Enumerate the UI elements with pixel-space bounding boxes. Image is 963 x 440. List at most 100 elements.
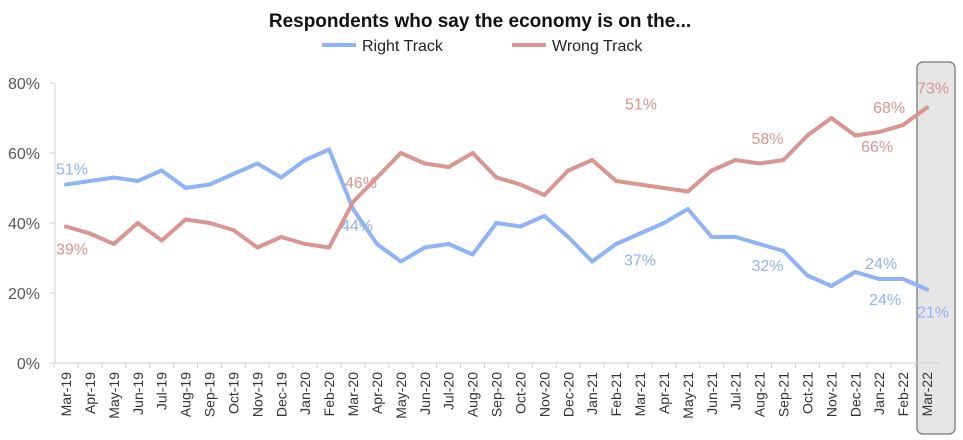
data-point	[207, 182, 212, 187]
data-point	[925, 105, 929, 110]
data-point	[590, 259, 595, 264]
data-point	[303, 242, 308, 246]
x-tick-label: Aug-20	[465, 372, 481, 417]
data-label: 24%	[865, 256, 897, 273]
x-tick-label: Apr-19	[82, 372, 98, 414]
x-tick-label: Mar-19	[58, 372, 74, 417]
data-point	[829, 284, 834, 288]
x-tick-label: Apr-20	[369, 372, 385, 414]
data-point	[566, 168, 571, 173]
data-point	[805, 273, 810, 278]
data-point	[470, 252, 475, 257]
data-point	[398, 151, 403, 155]
data-point	[781, 249, 786, 253]
x-tick-label: Jan-20	[297, 372, 313, 415]
data-label: 39%	[56, 242, 88, 259]
data-point	[279, 235, 284, 239]
data-point	[781, 158, 786, 162]
data-point	[757, 242, 762, 246]
data-point	[255, 245, 260, 250]
x-tick-label: Oct-21	[799, 372, 815, 414]
data-point	[87, 231, 92, 236]
data-point	[494, 221, 499, 225]
data-point	[183, 186, 188, 190]
data-point	[327, 245, 332, 250]
x-tick-label: Jul-20	[441, 372, 457, 410]
x-tick-label: Sep-19	[202, 372, 218, 417]
data-label: 66%	[861, 139, 893, 156]
x-tick-label: Mar-20	[345, 372, 361, 417]
x-tick-label: Jan-21	[584, 372, 600, 415]
x-tick-label: May-19	[106, 372, 122, 419]
data-point	[638, 231, 642, 236]
y-tick-label: 80%	[8, 76, 40, 93]
data-point	[111, 175, 116, 180]
legend-label: Wrong Track	[552, 38, 643, 55]
data-point	[422, 161, 427, 166]
x-tick-label: Jun-20	[417, 372, 433, 415]
data-point	[853, 133, 858, 138]
data-label: 73%	[917, 81, 949, 98]
data-point	[398, 259, 403, 264]
data-point	[327, 147, 332, 152]
data-point	[685, 207, 690, 211]
data-point	[255, 161, 260, 166]
data-label: 51%	[625, 97, 657, 114]
data-point	[111, 242, 116, 246]
data-point	[159, 168, 164, 173]
x-tick-label: Feb-22	[895, 372, 911, 417]
data-point	[685, 189, 690, 194]
data-point	[877, 130, 882, 134]
x-tick-label: Dec-20	[560, 372, 576, 417]
data-point	[733, 158, 738, 162]
x-tick-label: Dec-19	[273, 372, 289, 417]
x-tick-label: Feb-20	[321, 372, 337, 417]
x-tick-label: Dec-21	[847, 372, 863, 417]
data-point	[901, 123, 906, 127]
data-point	[446, 242, 451, 246]
data-point	[709, 235, 714, 239]
data-point	[159, 238, 164, 243]
data-point	[231, 228, 236, 232]
chart-title: Respondents who say the economy is on th…	[269, 11, 691, 32]
data-point	[518, 224, 523, 229]
x-tick-label: May-21	[680, 372, 696, 419]
data-label: 46%	[345, 175, 377, 192]
data-point	[805, 133, 810, 138]
x-tick-label: Feb-21	[608, 372, 624, 417]
x-tick-label: Aug-19	[178, 372, 194, 417]
data-point	[87, 179, 92, 183]
data-point	[661, 186, 666, 190]
data-point	[542, 193, 547, 197]
data-point	[494, 175, 499, 180]
x-tick-label: Jan-22	[871, 372, 887, 415]
data-point	[877, 277, 882, 281]
data-point	[303, 158, 308, 162]
data-label: 21%	[917, 305, 949, 322]
x-tick-label: Sep-20	[489, 372, 505, 417]
data-point	[590, 158, 595, 162]
x-tick-label: Oct-19	[225, 372, 241, 414]
y-tick-label: 40%	[8, 216, 40, 233]
data-point	[614, 242, 619, 246]
data-point	[135, 179, 140, 183]
data-point	[422, 245, 427, 250]
data-point	[733, 235, 738, 239]
data-point	[351, 200, 355, 204]
x-tick-label: Oct-20	[512, 372, 528, 414]
x-tick-label: Aug-21	[752, 372, 768, 417]
x-tick-label: Nov-21	[823, 372, 839, 417]
data-point	[829, 116, 834, 120]
x-tick-label: Jul-21	[728, 372, 744, 410]
data-point	[709, 168, 714, 173]
data-point	[64, 224, 68, 229]
data-point	[853, 270, 858, 274]
data-label: 37%	[624, 253, 656, 270]
data-point	[64, 182, 68, 187]
data-point	[638, 182, 642, 187]
data-point	[542, 214, 547, 218]
x-tick-label: Apr-21	[656, 372, 672, 414]
y-tick-label: 20%	[8, 286, 40, 303]
data-point	[925, 287, 929, 292]
